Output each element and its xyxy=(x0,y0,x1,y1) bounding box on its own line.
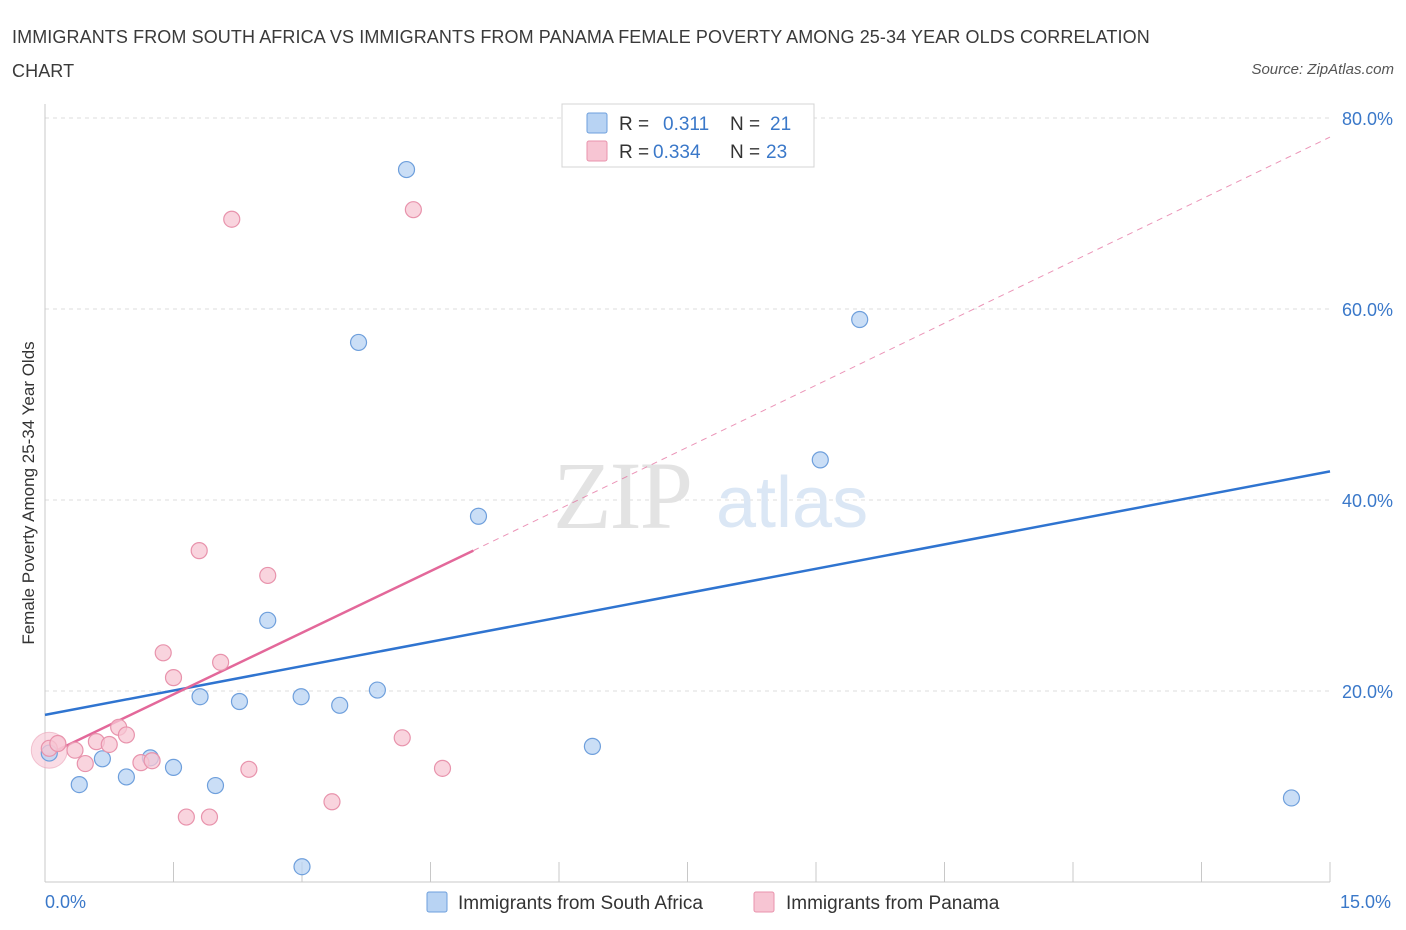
source-credit: Source: ZipAtlas.com xyxy=(1251,61,1394,78)
point-south-africa-20 xyxy=(1282,789,1301,807)
x-ticks xyxy=(44,862,1331,882)
legend-r-value-2: 0.334 xyxy=(653,142,701,163)
point-panama-20 xyxy=(393,729,411,747)
point-panama-11 xyxy=(164,669,183,687)
series-legend-swatch-panama xyxy=(753,891,775,913)
x-tick-label-min: 0.0% xyxy=(45,892,86,912)
point-south-africa-8 xyxy=(230,692,249,711)
point-panama-14 xyxy=(200,808,219,826)
y-tick-label-20: 20.0% xyxy=(1342,682,1393,702)
correlation-legend: R = 0.311 N = 21 R = 0.334 N = 23 xyxy=(561,103,815,168)
point-south-africa-19 xyxy=(851,310,869,329)
watermark: ZIP atlas xyxy=(553,442,868,549)
trend-line-south-africa xyxy=(44,470,1331,717)
point-panama-5 xyxy=(100,735,118,754)
point-panama-13 xyxy=(190,542,208,560)
point-panama-12 xyxy=(177,808,195,826)
legend-r-value-1: 0.311 xyxy=(663,114,709,135)
point-south-africa-15 xyxy=(397,160,416,179)
gridlines xyxy=(45,117,1330,692)
point-south-africa-11 xyxy=(293,858,311,876)
point-panama-17 xyxy=(240,760,258,778)
point-panama-16 xyxy=(223,210,241,228)
trend-line-panama xyxy=(44,549,474,758)
legend-n-value-2: 23 xyxy=(766,142,787,163)
point-panama-19 xyxy=(323,793,341,811)
legend-swatch-south-africa xyxy=(586,112,608,134)
point-south-africa-3 xyxy=(117,768,135,786)
series-legend-swatch-south-africa xyxy=(426,891,448,913)
point-south-africa-18 xyxy=(811,451,829,469)
point-panama-9 xyxy=(143,752,161,770)
series-legend: Immigrants from South Africa Immigrants … xyxy=(426,891,1000,914)
point-south-africa-12 xyxy=(331,696,349,714)
point-south-africa-5 xyxy=(164,758,183,777)
point-panama-10 xyxy=(154,644,172,662)
point-south-africa-1 xyxy=(70,775,88,794)
point-panama-22 xyxy=(433,759,452,777)
legend-n-value-1: 21 xyxy=(770,114,791,135)
x-tick-label-max: 15.0% xyxy=(1340,892,1391,912)
point-panama-15 xyxy=(212,653,230,671)
legend-n-label-1: N = xyxy=(730,114,760,135)
legend-swatch-panama xyxy=(586,140,608,162)
point-south-africa-14 xyxy=(368,681,386,699)
point-panama-3 xyxy=(76,754,94,773)
point-south-africa-16 xyxy=(469,507,488,525)
series-legend-label-panama: Immigrants from Panama xyxy=(786,893,1000,914)
trend-extension-panama xyxy=(473,136,1331,552)
chart-title: IMMIGRANTS FROM SOUTH AFRICA VS IMMIGRAN… xyxy=(12,27,1150,81)
legend-r-label-2: R = xyxy=(619,142,649,163)
point-panama-1 xyxy=(49,734,67,753)
point-south-africa-7 xyxy=(206,776,225,795)
point-south-africa-17 xyxy=(583,737,602,755)
y-tick-labels: 20.0% 40.0% 60.0% 80.0% xyxy=(1342,109,1393,702)
point-south-africa-13 xyxy=(349,333,368,352)
legend-r-label-1: R = xyxy=(619,114,649,135)
point-south-africa-6 xyxy=(191,688,209,706)
data-points xyxy=(30,160,1301,876)
series-legend-label-south-africa: Immigrants from South Africa xyxy=(458,893,703,914)
point-panama-2 xyxy=(66,741,84,759)
point-south-africa-9 xyxy=(259,611,277,629)
point-south-africa-2 xyxy=(93,750,111,768)
y-tick-label-40: 40.0% xyxy=(1342,491,1393,511)
y-tick-label-60: 60.0% xyxy=(1342,300,1393,320)
point-panama-7 xyxy=(117,726,135,744)
point-panama-21 xyxy=(404,201,422,219)
point-south-africa-10 xyxy=(292,688,310,706)
legend-n-label-2: N = xyxy=(730,142,760,163)
watermark-zip: ZIP xyxy=(553,442,691,549)
y-tick-label-80: 80.0% xyxy=(1342,109,1393,129)
y-axis-label: Female Poverty Among 25-34 Year Olds xyxy=(19,341,38,644)
point-panama-18 xyxy=(259,566,277,585)
watermark-atlas: atlas xyxy=(716,463,868,543)
